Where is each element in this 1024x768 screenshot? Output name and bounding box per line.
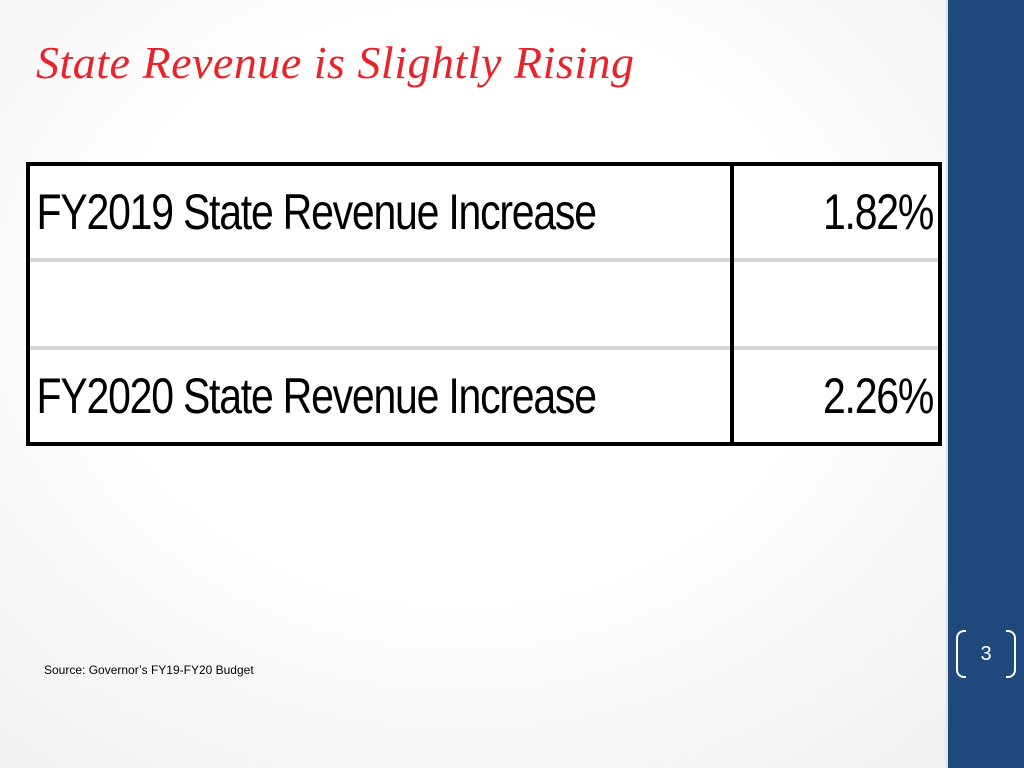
page-number-badge: 3	[956, 630, 1016, 680]
table-row-value: 1.82%	[822, 184, 934, 240]
table-row-label: FY2020 State Revenue Increase	[36, 368, 597, 424]
slide-title: State Revenue is Slightly Rising	[36, 37, 635, 88]
table-row-value	[771, 262, 938, 346]
table-row-label: FY2019 State Revenue Increase	[36, 184, 597, 240]
column-divider	[730, 166, 734, 442]
sidebar-edge	[946, 0, 948, 768]
bracket-right-icon	[1006, 630, 1016, 678]
row-divider	[30, 258, 730, 262]
table-row-label	[30, 262, 604, 346]
page-number: 3	[980, 643, 992, 665]
revenue-table: FY2019 State Revenue Increase 1.82% FY20…	[26, 162, 942, 446]
bracket-left-icon	[956, 630, 966, 678]
row-divider	[30, 346, 730, 350]
row-divider	[734, 346, 938, 350]
source-note: Source: Governor’s FY19-FY20 Budget	[44, 663, 254, 677]
sidebar-band	[948, 0, 1024, 768]
table-row-value: 2.26%	[822, 368, 934, 424]
row-divider	[734, 258, 938, 262]
